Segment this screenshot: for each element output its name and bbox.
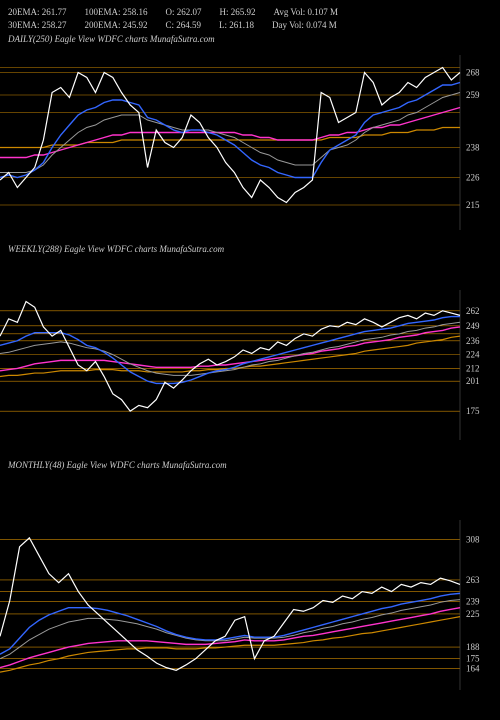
svg-text:226: 226 bbox=[466, 173, 480, 183]
svg-text:215: 215 bbox=[466, 200, 480, 210]
svg-text:239: 239 bbox=[466, 596, 480, 606]
svg-text:268: 268 bbox=[466, 68, 480, 78]
svg-text:212: 212 bbox=[466, 363, 480, 373]
svg-text:164: 164 bbox=[466, 664, 480, 674]
svg-text:259: 259 bbox=[466, 90, 480, 100]
svg-text:262: 262 bbox=[466, 306, 480, 316]
svg-text:175: 175 bbox=[466, 654, 480, 664]
svg-text:263: 263 bbox=[466, 575, 480, 585]
charts-svg: 2682592382262152622492362242122011753082… bbox=[0, 0, 500, 720]
svg-text:224: 224 bbox=[466, 350, 480, 360]
svg-text:236: 236 bbox=[466, 336, 480, 346]
svg-text:175: 175 bbox=[466, 406, 480, 416]
chart-container: 20EMA: 261.77100EMA: 258.16O: 262.07H: 2… bbox=[0, 0, 500, 720]
svg-text:201: 201 bbox=[466, 376, 480, 386]
svg-text:225: 225 bbox=[466, 609, 480, 619]
svg-text:188: 188 bbox=[466, 642, 480, 652]
svg-text:238: 238 bbox=[466, 143, 480, 153]
svg-text:308: 308 bbox=[466, 535, 480, 545]
svg-text:249: 249 bbox=[466, 321, 480, 331]
